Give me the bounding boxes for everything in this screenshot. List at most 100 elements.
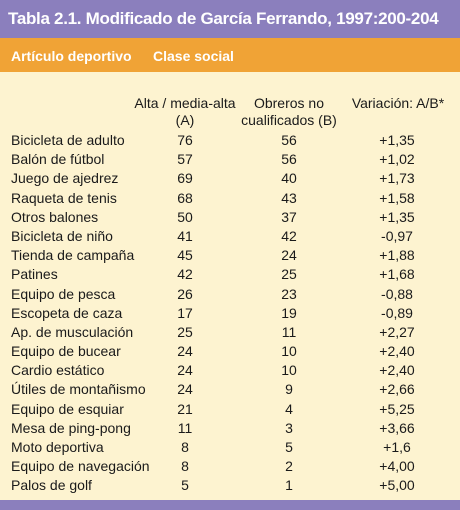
cell-variacion: +1,35 [379,132,415,148]
cell-articulo: Equipo de pesca [11,285,116,302]
cell-variacion: +1,88 [379,247,415,264]
cell-articulo: Útiles de montañismo [11,381,146,398]
table-row: Ap. de musculación 25 11 +2,27 [0,323,460,342]
cell-variacion: +1,58 [379,189,415,206]
cell-obreros: 25 [281,266,297,283]
cell-alta: 5 [181,477,189,494]
subheader-obreros-line1: Obreros no [253,95,325,111]
table-row: Otros balones 50 37 +1,35 [0,208,460,227]
cell-articulo: Moto deportiva [11,439,104,455]
cell-obreros: 5 [285,439,293,455]
cell-articulo: Mesa de ping-pong [11,419,131,436]
table-row: Útiles de montañismo 24 9 +2,66 [0,380,460,399]
cell-obreros: 10 [281,362,297,379]
cell-articulo: Equipo de bucear [11,343,121,360]
cell-alta: 25 [177,323,193,340]
cell-variacion: +1,73 [379,170,415,187]
subheader-alta: Alta / media-alta (A) [118,95,252,129]
header-clase-social: Clase social [153,48,234,64]
cell-variacion: +2,27 [379,323,415,340]
table-title: Tabla 2.1. Modificado de García Ferrando… [8,9,439,28]
cell-articulo: Escopeta de caza [11,304,123,321]
cell-alta: 41 [177,227,193,244]
cell-variacion: +2,40 [379,343,415,360]
cell-alta: 57 [177,151,193,168]
cell-articulo: Otros balones [11,208,99,225]
subheader-alta-line1: Alta / media-alta [134,95,236,111]
cell-articulo: Cardio estático [11,362,105,379]
table-row: Bicicleta de niño 41 42 -0,97 [0,227,460,246]
cell-articulo: Balón de fútbol [11,151,105,168]
title-bar: Tabla 2.1. Modificado de García Ferrando… [0,0,460,38]
table-row: Balón de fútbol 57 56 +1,02 [0,150,460,169]
cell-obreros: 10 [281,343,297,360]
cell-obreros: 3 [285,419,293,436]
table-row: Raqueta de tenis 68 43 +1,58 [0,189,460,208]
cell-articulo: Ap. de musculación [11,323,134,340]
cell-variacion: -0,88 [381,285,413,302]
cell-obreros: 43 [281,189,297,206]
subheader-alta-line2: (A) [175,112,195,128]
cell-alta: 69 [177,170,193,187]
cell-alta: 8 [181,439,189,455]
cell-articulo: Patines [11,266,58,283]
cell-obreros: 42 [281,227,297,244]
cell-obreros: 56 [281,132,297,148]
cell-alta: 68 [177,189,193,206]
cell-alta: 76 [177,132,193,148]
cell-alta: 45 [177,247,193,264]
cell-articulo: Bicicleta de niño [11,227,113,244]
cell-variacion: +5,25 [379,400,415,417]
table-row: Mesa de ping-pong 11 3 +3,66 [0,419,460,438]
cell-obreros: 11 [281,323,297,340]
cell-obreros: 1 [285,477,293,494]
cell-obreros: 37 [281,208,297,225]
header-bar: Artículo deportivo Clase social [0,38,460,72]
subheader-variacion-line1: Variación: A/B* [351,95,445,111]
cell-alta: 26 [177,285,193,302]
bottom-bar [0,500,460,510]
table-row: Escopeta de caza 17 19 -0,89 [0,304,460,323]
cell-articulo: Bicicleta de adulto [11,132,125,148]
subheader-obreros-line2: cualificados (B) [241,112,337,128]
table-body: Bicicleta de adulto 76 56 +1,35 Balón de fú… [0,131,460,496]
cell-articulo: Tienda de campaña [11,247,135,264]
header-articulo: Artículo deportivo [11,48,132,64]
table-row: Equipo de bucear 24 10 +2,40 [0,342,460,361]
cell-variacion: +2,66 [379,381,415,398]
cell-variacion: +5,00 [379,477,415,494]
cell-variacion: +3,66 [379,419,415,436]
cell-obreros: 56 [281,151,297,168]
cell-articulo: Equipo de navegación [11,458,150,475]
table-row: Patines 42 25 +1,68 [0,265,460,284]
table-row: Moto deportiva 8 5 +1,6 [0,438,460,457]
subheader-obreros: Obreros no cualificados (B) [234,95,344,129]
cell-articulo: Raqueta de tenis [11,189,117,206]
table-row: Juego de ajedrez 69 40 +1,73 [0,169,460,188]
subheader-variacion: Variación: A/B* [346,95,450,112]
cell-variacion: +1,02 [379,151,415,168]
table-row: Tienda de campaña 45 24 +1,88 [0,246,460,265]
cell-alta: 8 [181,458,189,475]
cell-obreros: 4 [285,400,293,417]
cell-obreros: 23 [281,285,297,302]
cell-obreros: 24 [281,247,297,264]
cell-alta: 17 [177,304,193,321]
cell-obreros: 40 [281,170,297,187]
cell-obreros: 2 [285,458,293,475]
cell-variacion: +1,35 [379,208,415,225]
cell-variacion: -0,97 [381,227,413,244]
table-row: Equipo de navegación 8 2 +4,00 [0,457,460,476]
cell-alta: 11 [177,419,193,436]
cell-obreros: 19 [281,304,297,321]
cell-variacion: +2,40 [379,362,415,379]
table-row: Bicicleta de adulto 76 56 +1,35 [0,131,460,150]
table-row: Palos de golf 5 1 +5,00 [0,476,460,495]
cell-articulo: Juego de ajedrez [11,170,119,187]
cell-alta: 24 [177,343,193,360]
cell-variacion: -0,89 [381,304,413,321]
cell-alta: 24 [177,381,193,398]
cell-articulo: Equipo de esquiar [11,400,124,417]
cell-alta: 50 [177,208,193,225]
